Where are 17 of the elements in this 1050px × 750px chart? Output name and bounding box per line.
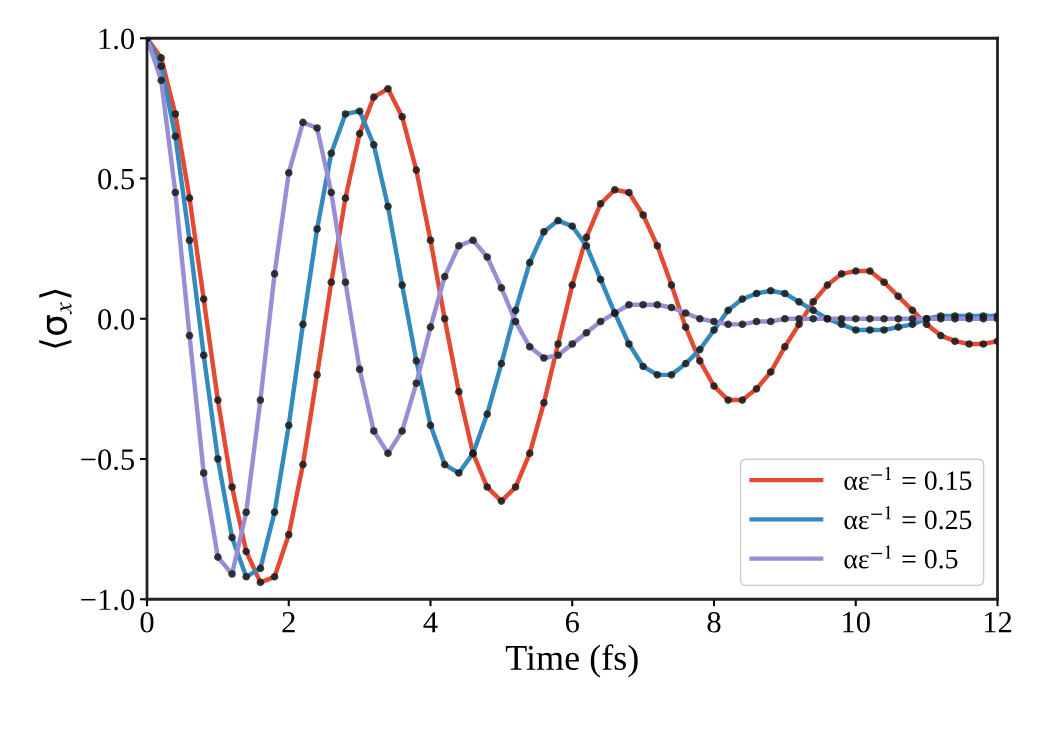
y-tick-label: −0.5	[81, 449, 134, 471]
legend-label: αε$^{−1}$ = 0.25	[844, 506, 972, 530]
x-tick-label: 4	[423, 612, 438, 633]
y-tick-label: −1.0	[81, 589, 135, 611]
y-tick-label: 1.0	[99, 28, 135, 50]
x-tick-label: 10	[843, 611, 870, 633]
x-tick-label: 0	[140, 611, 154, 633]
legend-label: αε$^{−1}$ = 0.15	[844, 466, 972, 491]
x-tick-label: 6	[565, 612, 579, 633]
y-tick-label: 0.0	[98, 309, 135, 330]
legend-label: αε$^{−1}$ = 0.5	[844, 545, 958, 569]
x-tick-label: 8	[707, 611, 721, 633]
y-axis-title: ⟨σ$_{x}$⟩	[39, 289, 72, 348]
x-tick-label: 12	[984, 612, 1012, 633]
y-tick-label: 0.5	[98, 168, 134, 190]
x-axis-title: Time (fs)	[505, 644, 638, 678]
x-tick-label: 2	[282, 612, 295, 633]
